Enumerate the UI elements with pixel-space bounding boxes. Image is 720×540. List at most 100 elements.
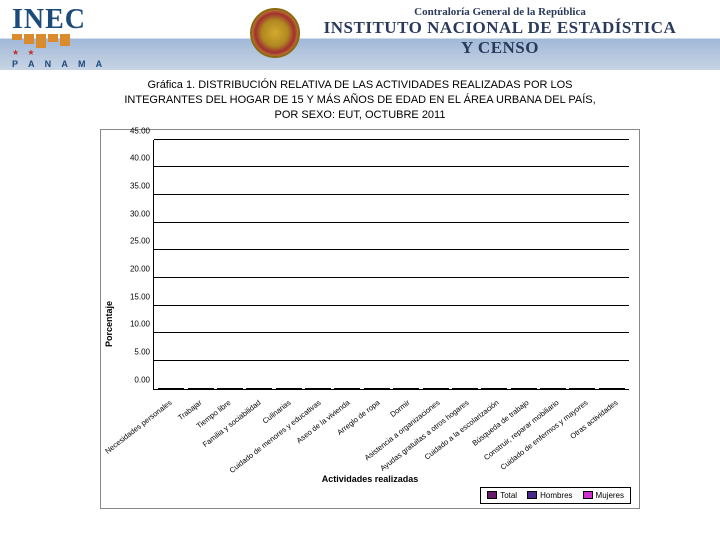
- grid-line: [154, 139, 629, 140]
- bar: [578, 388, 587, 389]
- y-tick-label: 15.00: [130, 292, 150, 301]
- bar: [469, 388, 478, 389]
- bar: [490, 388, 499, 389]
- x-labels: Necesidades personalesTrabajarTiempo lib…: [153, 392, 629, 482]
- legend-swatch: [583, 491, 593, 499]
- legend-label: Hombres: [540, 491, 572, 500]
- logo-bars-icon: [12, 34, 106, 48]
- bar: [423, 388, 432, 389]
- bar: [246, 388, 255, 389]
- bar: [599, 388, 608, 389]
- bar: [176, 388, 185, 389]
- bar: [557, 388, 566, 389]
- grid-line: [154, 277, 629, 278]
- y-tick-label: 35.00: [130, 181, 150, 190]
- inec-logo: INEC ★ ★ P A N A M A: [12, 4, 106, 69]
- y-tick-label: 20.00: [130, 264, 150, 273]
- bar: [616, 388, 625, 389]
- bar: [158, 388, 167, 389]
- y-axis-label: Porcentaje: [104, 301, 114, 347]
- bar: [440, 388, 449, 389]
- bar: [540, 388, 549, 389]
- bar: [452, 388, 461, 389]
- bar: [234, 388, 243, 389]
- grid-line: [154, 222, 629, 223]
- header-line3: Y CENSO: [310, 38, 690, 58]
- x-axis-label: Actividades realizadas: [101, 474, 639, 484]
- bar: [284, 388, 293, 389]
- legend-swatch: [487, 491, 497, 499]
- bar: [334, 388, 343, 389]
- bar: [431, 388, 440, 389]
- bar: [167, 388, 176, 389]
- bar-group: [481, 388, 507, 389]
- chart-container: Porcentaje 0.005.0010.0015.0020.0025.003…: [100, 129, 640, 509]
- bar-group: [334, 388, 360, 389]
- bar: [293, 388, 302, 389]
- header-titles: Contraloría General de la República INST…: [310, 6, 690, 58]
- x-tick-label: Aseo de la vivienda: [295, 398, 352, 445]
- bar: [305, 388, 314, 389]
- legend-label: Mujeres: [596, 491, 624, 500]
- y-tick-label: 0.00: [134, 375, 150, 384]
- header-line2: INSTITUTO NACIONAL DE ESTADÍSTICA: [310, 18, 690, 38]
- grid-line: [154, 360, 629, 361]
- bar-group: [305, 388, 331, 389]
- bar: [607, 388, 616, 389]
- header-line1: Contraloría General de la República: [310, 6, 690, 18]
- x-tick-label: Trabajar: [176, 398, 203, 422]
- bar-group: [217, 388, 243, 389]
- bar-group: [569, 388, 595, 389]
- y-tick-label: 25.00: [130, 237, 150, 246]
- logo-stars-icon: ★ ★: [12, 48, 106, 57]
- bar-group: [511, 388, 537, 389]
- x-tick-label: Dormir: [388, 398, 411, 419]
- bar: [276, 388, 285, 389]
- plot-area: 0.005.0010.0015.0020.0025.0030.0035.0040…: [153, 140, 629, 390]
- legend-swatch: [527, 491, 537, 499]
- x-tick-label: Necesidades personales: [103, 398, 173, 456]
- legend-label: Total: [500, 491, 517, 500]
- bar: [196, 388, 205, 389]
- bar: [393, 388, 402, 389]
- legend: Total Hombres Mujeres: [480, 487, 631, 504]
- bar: [569, 388, 578, 389]
- logo-text: INEC: [12, 4, 106, 36]
- bar: [372, 388, 381, 389]
- legend-item: Total: [487, 491, 517, 500]
- legend-item: Hombres: [527, 491, 572, 500]
- seal-icon: [250, 8, 300, 58]
- y-tick-label: 10.00: [130, 320, 150, 329]
- bar: [549, 388, 558, 389]
- bar-group: [540, 388, 566, 389]
- bar: [322, 388, 331, 389]
- bar: [364, 388, 373, 389]
- bar: [188, 388, 197, 389]
- bar-group: [393, 388, 419, 389]
- y-tick-label: 30.00: [130, 209, 150, 218]
- page-header: INEC ★ ★ P A N A M A Contraloría General…: [0, 0, 720, 70]
- bar: [528, 388, 537, 389]
- y-tick-label: 40.00: [130, 154, 150, 163]
- logo-country: P A N A M A: [12, 59, 106, 69]
- bar-group: [187, 388, 213, 389]
- bar: [217, 388, 226, 389]
- bar: [587, 388, 596, 389]
- grid-line: [154, 249, 629, 250]
- bar-group: [276, 388, 302, 389]
- bar-group: [364, 388, 390, 389]
- bar: [499, 388, 508, 389]
- bar: [255, 388, 264, 389]
- bar: [343, 388, 352, 389]
- bar: [519, 388, 528, 389]
- bar: [481, 388, 490, 389]
- bar-group: [158, 388, 184, 389]
- bar: [461, 388, 470, 389]
- bar: [352, 388, 361, 389]
- grid-line: [154, 166, 629, 167]
- bars-area: [154, 140, 629, 389]
- bar: [226, 388, 235, 389]
- bar: [402, 388, 411, 389]
- bar: [511, 388, 520, 389]
- bar: [411, 388, 420, 389]
